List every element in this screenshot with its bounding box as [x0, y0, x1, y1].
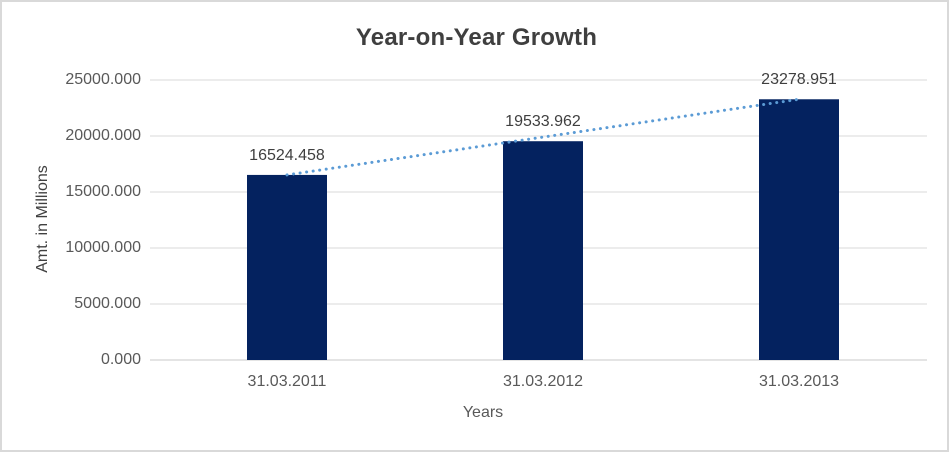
y-tick-label: 20000.000 — [65, 127, 141, 144]
bar-value-label: 23278.951 — [761, 71, 837, 89]
y-tick-label: 25000.000 — [65, 71, 141, 88]
bar-value-label: 19533.962 — [505, 113, 581, 131]
y-tick-label: 15000.000 — [65, 183, 141, 200]
trendline — [285, 97, 801, 177]
y-tick-label: 0.000 — [100, 351, 141, 368]
y-tick-label: 10000.000 — [65, 239, 141, 256]
x-tick-label: 31.03.2013 — [758, 373, 840, 390]
y-tick-label: 5000.000 — [74, 295, 141, 312]
bar-31.03.2013 — [759, 99, 839, 360]
bar-value-label: 16524.458 — [249, 146, 325, 164]
x-tick-label: 31.03.2011 — [247, 373, 327, 390]
bar-31.03.2012 — [503, 141, 583, 360]
x-tick-label: 31.03.2012 — [502, 373, 584, 390]
bar-31.03.2011 — [247, 174, 327, 360]
chart-title: Year-on-Year Growth — [355, 24, 598, 51]
x-axis-title: Years — [462, 404, 504, 421]
